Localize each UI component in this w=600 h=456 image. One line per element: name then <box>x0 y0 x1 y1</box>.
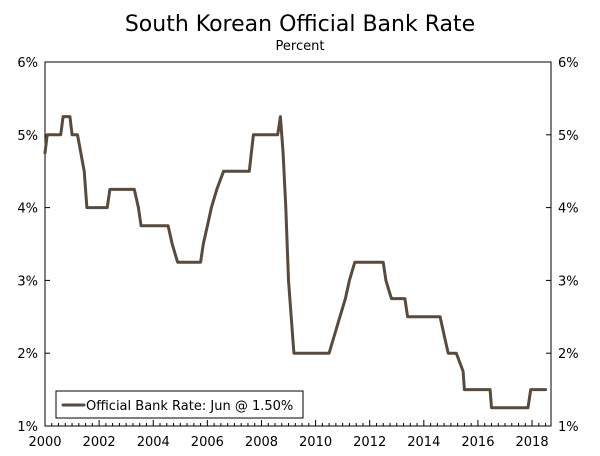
x-tick-label: 2008 <box>245 435 278 450</box>
y-tick-label-right: 2% <box>558 347 579 362</box>
y-tick-label-left: 2% <box>17 347 38 362</box>
y-tick-label-left: 3% <box>17 274 38 289</box>
y-tick-label-right: 3% <box>558 274 579 289</box>
y-tick-label-left: 6% <box>17 56 38 71</box>
x-tick-label: 2016 <box>461 435 494 450</box>
x-tick-label: 2010 <box>299 435 332 450</box>
y-tick-label-left: 4% <box>17 202 38 217</box>
plot-area <box>44 61 552 427</box>
x-tick-label: 2006 <box>191 435 224 450</box>
y-tick-label-left: 1% <box>17 420 38 435</box>
legend-label: Official Bank Rate: Jun @ 1.50% <box>86 399 293 414</box>
x-tick-label: 2018 <box>516 435 549 450</box>
chart-subtitle: Percent <box>276 39 325 54</box>
y-tick-label-left: 5% <box>17 129 38 144</box>
axes: 1% 1% 2% 2% 3% 3% 4% 4% 5% 5% 6% 6% 2000 2002 2004 2006… <box>17 56 578 450</box>
chart-title: South Korean Official Bank Rate <box>125 12 475 37</box>
series-line-official-bank-rate <box>43 115 548 410</box>
x-tick-label: 2002 <box>83 435 116 450</box>
x-tick-label: 2012 <box>353 435 386 450</box>
x-tick-label: 2004 <box>137 435 170 450</box>
x-tick-label: 2000 <box>28 435 61 450</box>
legend: Official Bank Rate: Jun @ 1.50% <box>55 390 304 419</box>
x-tick-label: 2014 <box>407 435 440 450</box>
y-tick-label-right: 6% <box>558 56 579 71</box>
legend-box <box>55 390 304 419</box>
y-tick-label-right: 5% <box>558 129 579 144</box>
y-tick-label-right: 4% <box>558 202 579 217</box>
y-tick-label-right: 1% <box>558 420 579 435</box>
